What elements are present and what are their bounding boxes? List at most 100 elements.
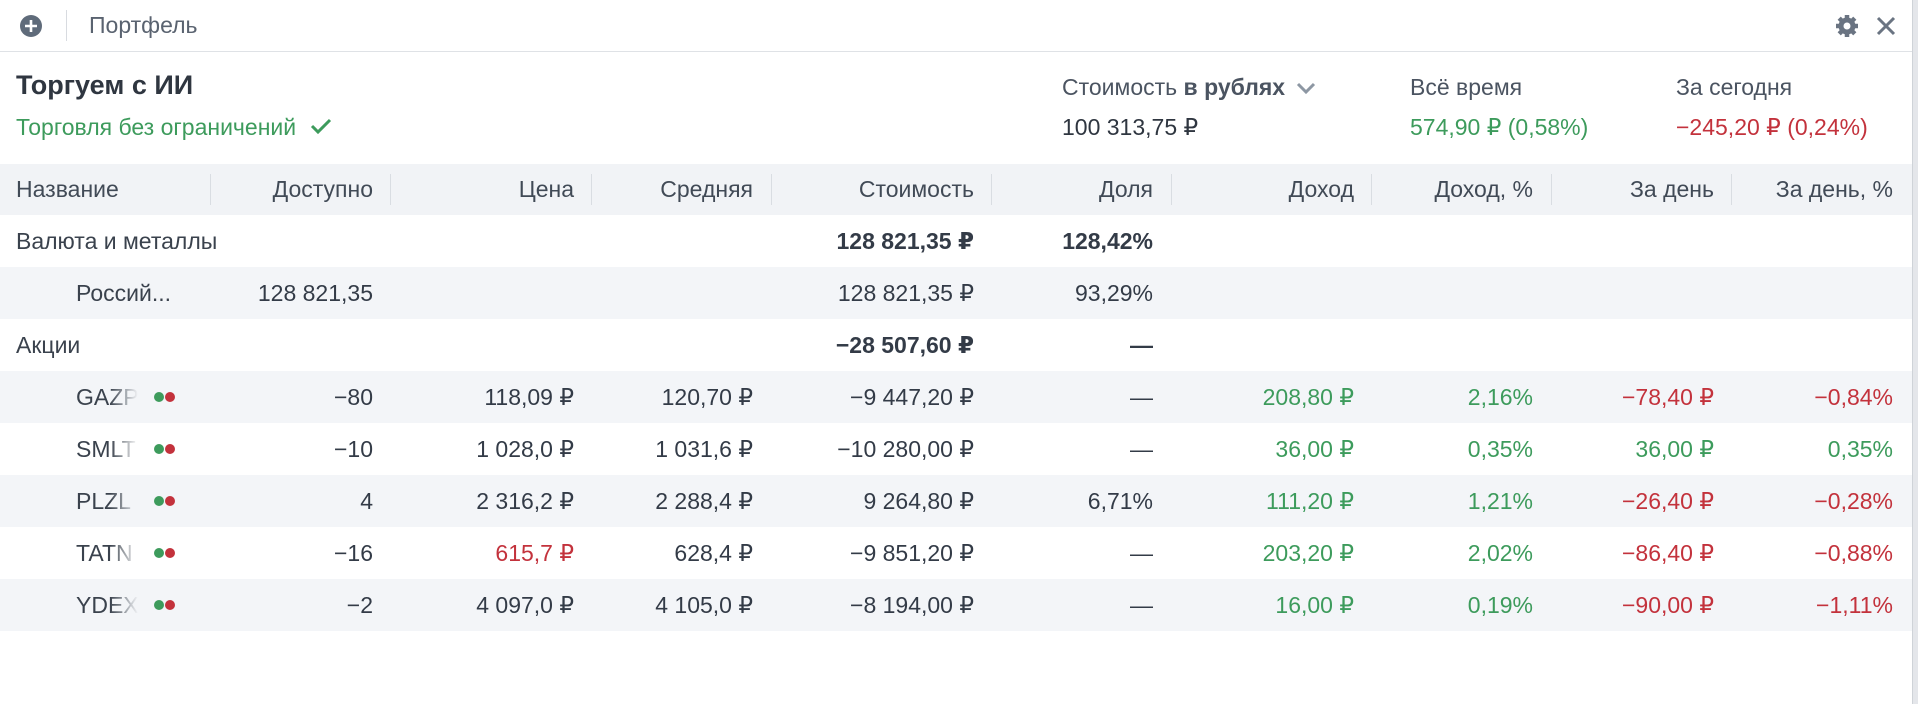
table-cell: 2,02% (1467, 540, 1533, 566)
table-cell: — (1130, 540, 1153, 566)
table-cell: −16 (333, 540, 373, 566)
asset-row[interactable]: YDEX −2 4 097,0 ₽ 4 105,0 ₽ −8 194,00 ₽ — 16,0… (0, 579, 1912, 631)
market-dot (165, 444, 175, 454)
ticker: GAZP (76, 384, 138, 410)
tab-title[interactable]: Портфель (89, 12, 198, 38)
table-cell: 4 (360, 488, 373, 514)
portfolio-name: Торгуем с ИИ (16, 70, 194, 100)
market-dot (154, 444, 164, 454)
asset-name: Россий... (76, 280, 171, 306)
column-header[interactable]: За день, % (1775, 176, 1893, 202)
ticker: SMLT (76, 436, 136, 462)
table-cell: 1,21% (1467, 488, 1533, 514)
header-row: Название Доступно Цена Средняя Стоимость Доля… (0, 164, 1912, 215)
section-row[interactable]: Валюта и металлы 128 821,35 ₽ 128,42% (0, 215, 1912, 267)
table-cell: −8 194,00 ₽ (850, 592, 974, 618)
table-cell: 36,00 ₽ (1275, 436, 1354, 462)
column-header[interactable]: Доступно (272, 176, 373, 202)
table-cell: −0,28% (1814, 488, 1893, 514)
column-separator (591, 174, 592, 205)
table-cell: 1 031,6 ₽ (655, 436, 753, 462)
trading-status: Торговля без ограничений (16, 114, 332, 141)
table-cell: −9 447,20 ₽ (850, 384, 974, 410)
asset-row[interactable]: GAZP −80 118,09 ₽ 120,70 ₽ −9 447,20 ₽ — 208,8… (0, 371, 1912, 423)
table-cell: 208,80 ₽ (1262, 384, 1354, 410)
market-dot (165, 548, 175, 558)
table-cell: 6,71% (1087, 488, 1153, 514)
column-header[interactable]: Доход (1288, 176, 1354, 202)
asset-row[interactable]: Россий... 128 821,35 128 821,35 ₽ 93,29% (0, 267, 1912, 319)
today-value: −245,20 ₽ (0,24%) (1676, 114, 1868, 140)
table-cell: −0,84% (1814, 384, 1893, 410)
market-dot (154, 392, 164, 402)
table-cell: 128 821,35 ₽ (836, 228, 974, 254)
table-cell: −78,40 ₽ (1621, 384, 1714, 410)
label: Стоимость (1062, 74, 1178, 100)
column-separator (1371, 174, 1372, 205)
top-bar: Портфель (0, 0, 1912, 52)
market-dot (154, 496, 164, 506)
window-edge (1912, 0, 1918, 704)
market-dot (165, 496, 175, 506)
ticker: TATN (76, 540, 133, 566)
table-cell: −86,40 ₽ (1621, 540, 1714, 566)
table-cell: −26,40 ₽ (1621, 488, 1714, 514)
table-cell: 0,35% (1467, 436, 1533, 462)
table-cell: 2 288,4 ₽ (655, 488, 753, 514)
table-cell: 2 316,2 ₽ (476, 488, 574, 514)
table-cell: −2 (346, 592, 373, 618)
table-cell: 111,20 ₽ (1266, 488, 1354, 514)
section-name: Акции (16, 332, 81, 358)
table-cell: — (1130, 436, 1153, 462)
chevron (1297, 82, 1316, 95)
table-cell: −1,11% (1816, 592, 1893, 618)
table-cell: −0,88% (1814, 540, 1893, 566)
section-name: Валюта и металлы (16, 228, 218, 254)
column-header[interactable]: Цена (518, 176, 574, 202)
add-button[interactable] (19, 14, 43, 38)
alltime-label: Всё время (1410, 74, 1523, 100)
table-cell: 628,4 ₽ (674, 540, 753, 566)
close-button[interactable] (1875, 15, 1897, 37)
market-dot (165, 600, 175, 610)
table: Название Доступно Цена Средняя Стоимость Доля… (0, 164, 1912, 634)
column-header[interactable]: Доля (1099, 176, 1153, 202)
table-cell: — (1130, 384, 1153, 410)
section-row[interactable]: Акции −28 507,60 ₽ — (0, 319, 1912, 371)
table-cell: 203,20 ₽ (1262, 540, 1354, 566)
column-header[interactable]: Средняя (660, 176, 753, 202)
check-icon (311, 118, 332, 135)
column-header[interactable]: Название (16, 176, 119, 202)
table-cell: −10 (333, 436, 373, 462)
market-dot (165, 392, 175, 402)
table-cell: 93,29% (1074, 280, 1153, 306)
table-cell: −90,00 ₽ (1621, 592, 1714, 618)
column-separator (991, 174, 992, 205)
table-cell: 1 028,0 ₽ (476, 436, 574, 462)
table-cell: 128 821,35 ₽ (837, 280, 974, 306)
value-label[interactable]: Стоимость в рублях (1062, 74, 1317, 101)
table-cell: 615,7 ₽ (495, 540, 574, 566)
asset-row[interactable]: PLZL 4 2 316,2 ₽ 2 288,4 ₽ 9 264,80 ₽ 6,71% 11… (0, 475, 1912, 527)
currency: в рублях (1183, 74, 1286, 100)
table-cell: 128 821,35 (257, 280, 373, 306)
table-cell: 0,35% (1827, 436, 1893, 462)
table-cell: 16,00 ₽ (1275, 592, 1354, 618)
column-separator (1171, 174, 1172, 205)
table-cell: — (1130, 592, 1153, 618)
column-separator (771, 174, 772, 205)
column-separator (1731, 174, 1732, 205)
column-header[interactable]: Стоимость (858, 176, 974, 202)
settings-button[interactable] (1834, 13, 1860, 39)
column-header[interactable]: За день (1630, 176, 1714, 202)
today-label: За сегодня (1676, 74, 1793, 100)
alltime-value: 574,90 ₽ (0,58%) (1410, 114, 1589, 140)
asset-row[interactable]: TATN −16 615,7 ₽ 628,4 ₽ −9 851,20 ₽ — 203,20 … (0, 527, 1912, 579)
column-header[interactable]: Доход, % (1434, 176, 1533, 202)
asset-row[interactable]: SMLT −10 1 028,0 ₽ 1 031,6 ₽ −10 280,00 ₽ — 36… (0, 423, 1912, 475)
market-dot (154, 600, 164, 610)
table-cell: 120,70 ₽ (661, 384, 753, 410)
table-cell: 118,09 ₽ (484, 384, 574, 410)
divider (66, 10, 67, 41)
